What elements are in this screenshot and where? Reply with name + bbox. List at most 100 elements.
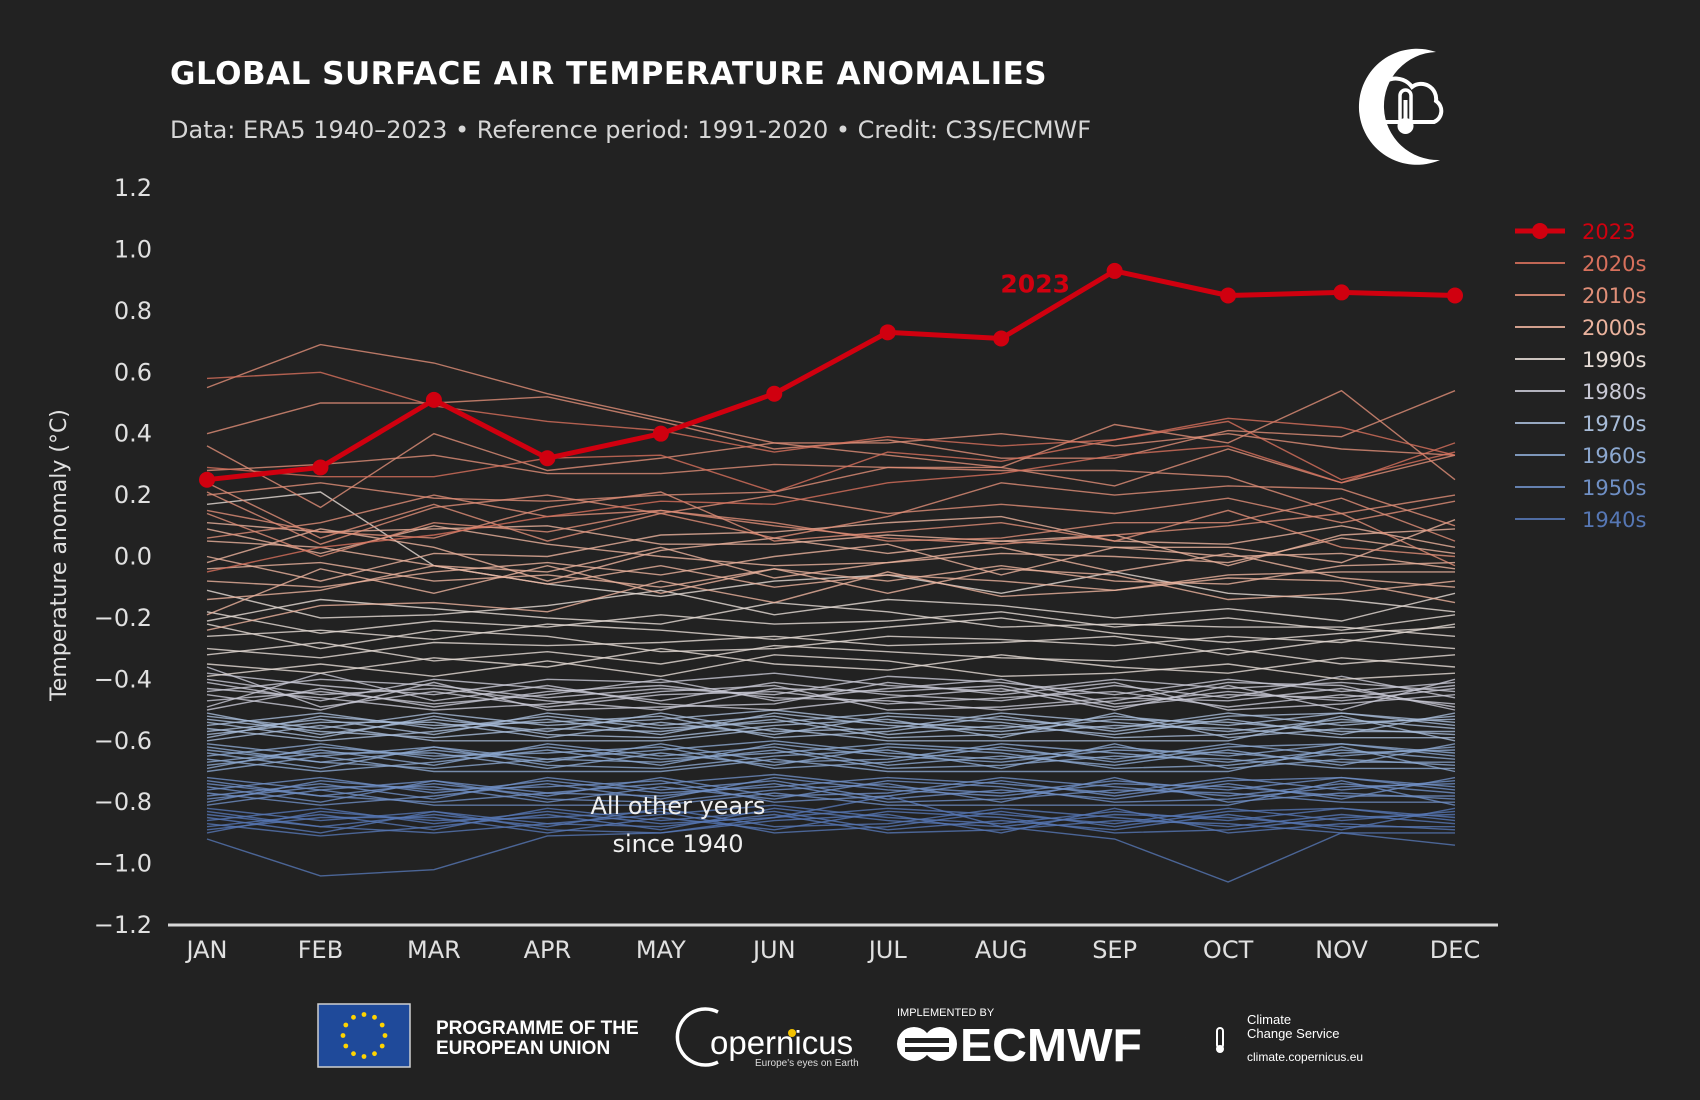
y-tick-label: 1.2 <box>114 174 152 202</box>
eu-star <box>351 1051 356 1057</box>
legend-label-1990s: 1990s <box>1582 348 1646 372</box>
series-line-2000s <box>206 564 1456 616</box>
legend-label-1980s: 1980s <box>1582 380 1646 404</box>
c3s-line-2: Change Service <box>1247 1026 1340 1041</box>
series-line-2010s <box>206 491 1456 558</box>
ecmwf-name: ECMWF <box>960 1019 1142 1071</box>
series-line-1980s <box>206 678 1456 711</box>
legend-label-2020s: 2020s <box>1582 252 1646 276</box>
y-tick-label: 0.2 <box>114 481 152 509</box>
series-line-1970s <box>206 715 1456 742</box>
eu-star <box>361 1012 367 1017</box>
series-line-1960s <box>206 743 1455 773</box>
y-tick-label: −0.8 <box>94 788 152 816</box>
series-line-2000s <box>206 515 1456 582</box>
series-line-1990s <box>206 611 1456 635</box>
point-2023 <box>312 459 329 476</box>
series-line-1970s <box>206 712 1455 742</box>
series-line-2010s <box>206 466 1456 515</box>
series-line-1960s <box>206 746 1456 773</box>
footer: PROGRAMME OF THE EUROPEAN UNION opernicu… <box>317 1003 1363 1071</box>
eu-star <box>379 1043 385 1049</box>
series-line-1980s <box>206 681 1456 711</box>
chart-title: GLOBAL SURFACE AIR TEMPERATURE ANOMALIES <box>170 56 1048 92</box>
x-tick-label: DEC <box>1430 936 1480 964</box>
series-line-2000s <box>206 525 1456 588</box>
series-line-1940s <box>206 813 1455 834</box>
annotation-line-1: All other years <box>591 792 766 820</box>
x-tick-label: MAR <box>407 936 461 964</box>
series-line-1990s <box>206 598 1456 637</box>
x-tick-label: AUG <box>975 936 1028 964</box>
series-line-2010s <box>206 482 1456 542</box>
y-tick-label: −0.4 <box>94 665 152 693</box>
series-line-1980s <box>206 675 1456 702</box>
point-2023 <box>993 330 1010 347</box>
eu-star <box>351 1014 356 1020</box>
series-line-1970s <box>206 718 1455 739</box>
x-tick-label: NOV <box>1315 936 1368 964</box>
y-tick-label: −1.2 <box>94 911 152 939</box>
series-line-1980s <box>206 681 1456 711</box>
series-line-1940s <box>206 807 1456 834</box>
legend-label-2000s: 2000s <box>1582 316 1646 340</box>
series-line-2000s <box>206 543 1456 588</box>
x-tick-label: SEP <box>1092 936 1137 964</box>
eu-star <box>372 1051 377 1057</box>
series-line-1950s <box>206 782 1455 803</box>
y-tick-label: −0.6 <box>94 727 152 755</box>
series-line-1940s <box>206 810 1456 834</box>
legend-marker-2023 <box>1532 223 1548 239</box>
series-line-1960s <box>206 749 1455 770</box>
series-line-1990s <box>206 623 1456 653</box>
series-line-1990s <box>206 641 1456 665</box>
series-line-1990s <box>206 617 1456 644</box>
point-2023 <box>766 385 783 402</box>
series-line-2020s <box>206 442 1456 573</box>
series-line-2020s <box>206 371 1456 456</box>
series-line-2010s <box>206 343 1456 481</box>
decade-series-lines <box>206 343 1456 883</box>
legend-label-2023: 2023 <box>1582 220 1635 244</box>
series-line-1980s <box>206 672 1456 696</box>
y-axis-ticks: 1.2 1.0 0.8 0.6 0.4 0.2 0.0 −0.2 −0.4 −0.6 −0.8 −1.… <box>94 174 152 939</box>
point-2023 <box>879 324 896 341</box>
series-line-1960s <box>206 746 1456 770</box>
series-line-2020s <box>206 420 1456 493</box>
y-tick-label: 0.8 <box>114 297 152 325</box>
c3s-logo: Climate Change Service climate.copernicu… <box>1184 1008 1363 1065</box>
series-line-2000s <box>206 522 1456 567</box>
series-line-2000s <box>206 537 1456 579</box>
point-2023 <box>1333 284 1350 301</box>
c3s-line-1: Climate <box>1247 1012 1291 1027</box>
legend-label-2010s: 2010s <box>1582 284 1646 308</box>
point-2023 <box>1447 287 1463 304</box>
x-tick-label: APR <box>524 936 572 964</box>
eu-star <box>382 1033 388 1038</box>
series-line-1950s <box>206 776 1455 806</box>
x-tick-label: FEB <box>298 936 343 964</box>
x-tick-label: JUN <box>751 936 796 964</box>
y-tick-label: −1.0 <box>94 850 152 878</box>
y-tick-label: 0.0 <box>114 543 152 571</box>
eu-star <box>340 1033 346 1038</box>
c3s-url: climate.copernicus.eu <box>1247 1050 1363 1064</box>
point-2023 <box>539 450 556 467</box>
series-line-1980s <box>206 684 1456 711</box>
point-2023 <box>199 471 215 488</box>
series-line-1980s <box>206 672 1456 711</box>
series-line-1940s <box>206 795 1456 883</box>
x-tick-label: JUL <box>867 936 908 964</box>
annotation-line-2: since 1940 <box>612 830 743 858</box>
copernicus-name: opernicus <box>710 1024 853 1061</box>
series-line-1950s <box>206 779 1456 806</box>
series-line-1940s <box>206 807 1455 837</box>
legend-label-1950s: 1950s <box>1582 476 1646 500</box>
eu-programme-line-2: EUROPEAN UNION <box>436 1038 610 1059</box>
copernicus-logo: opernicus Europe's eyes on Earth <box>675 1007 859 1069</box>
y-axis-title: Temperature anomaly (°C) <box>47 409 72 702</box>
series-line-1980s <box>206 678 1456 705</box>
x-tick-label: MAY <box>636 936 686 964</box>
series-line-1990s <box>206 491 1456 613</box>
series-line-2010s <box>206 509 1456 567</box>
